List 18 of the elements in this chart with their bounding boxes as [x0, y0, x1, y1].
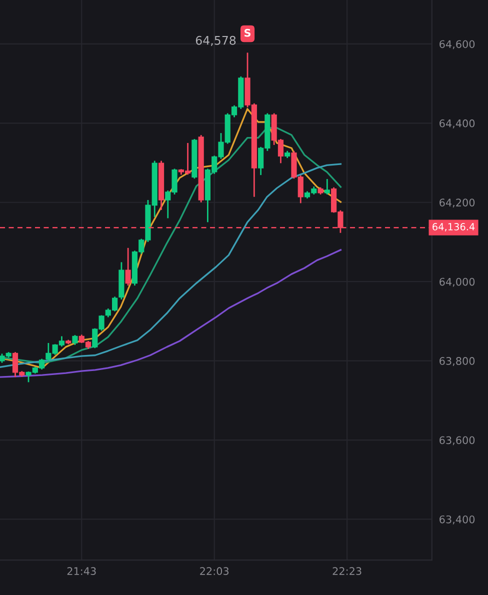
- candlestick: [125, 247, 131, 286]
- annotation: S: [244, 28, 251, 37]
- ref-line-label: 64,136.4: [432, 223, 475, 232]
- x-tick-label: 21:43: [67, 567, 96, 576]
- y-tick-label: 64,000: [440, 278, 475, 287]
- y-tick-label: 64,400: [440, 119, 475, 128]
- line-series: [0, 163, 342, 368]
- x-tick-label: 22:03: [200, 567, 229, 576]
- y-tick-label: 64,200: [440, 198, 475, 208]
- x-tick-label: 22:23: [332, 567, 362, 576]
- y-tick-label: 63,400: [440, 515, 475, 524]
- candlestick: [324, 178, 330, 196]
- line-series: [0, 249, 342, 378]
- y-tick-label: 63,600: [440, 436, 475, 446]
- y-tick-label: 63,800: [440, 357, 475, 366]
- candlestick: [72, 334, 78, 346]
- annotation: 64,578: [196, 36, 236, 46]
- y-tick-label: 64,600: [440, 40, 475, 50]
